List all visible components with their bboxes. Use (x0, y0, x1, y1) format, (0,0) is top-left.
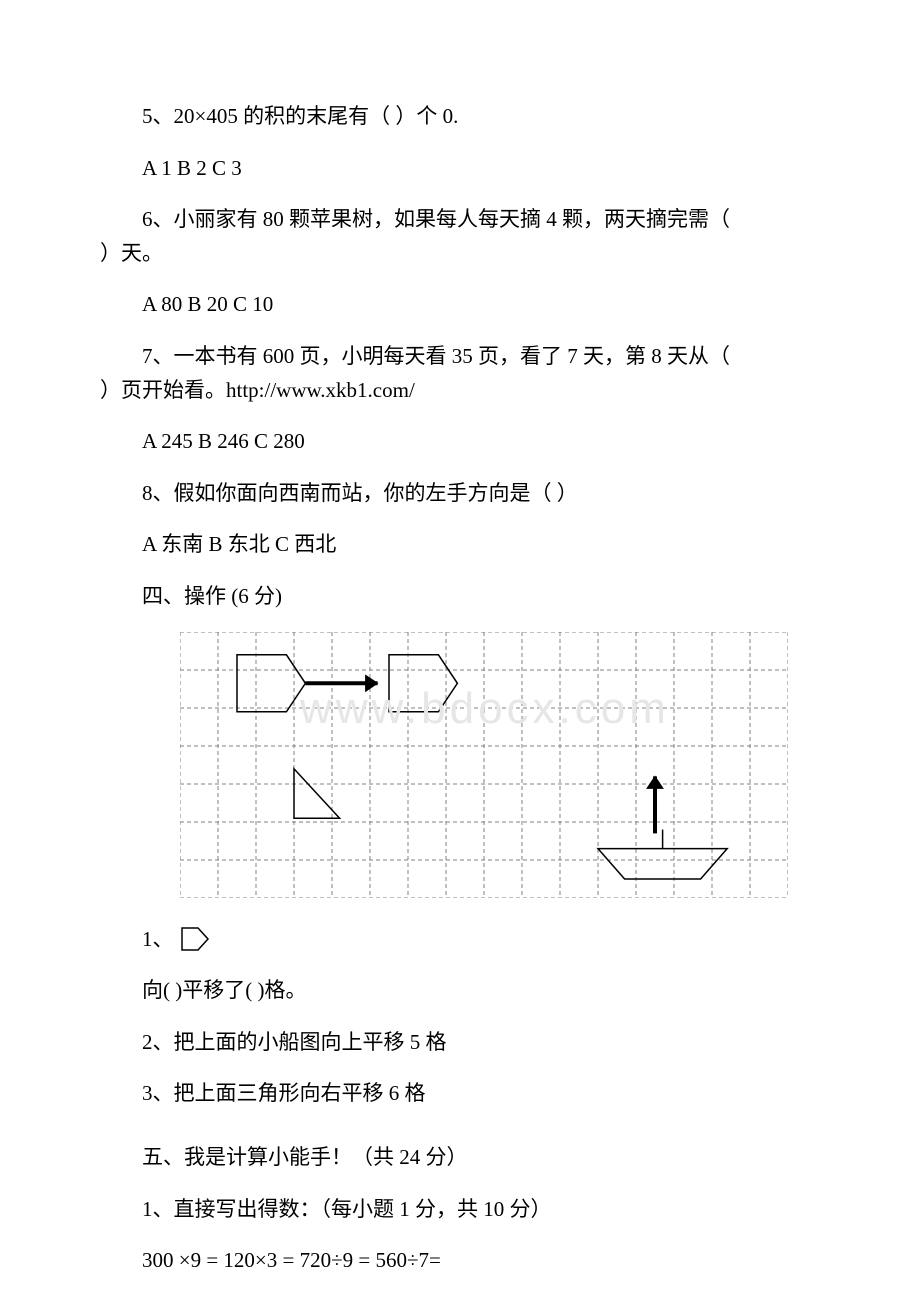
pentagon-icon (180, 926, 210, 952)
q4-1-prefix-row: 1、 (100, 923, 820, 957)
q4-1-prefix: 1、 (142, 923, 174, 957)
q8-options: A 东南 B 东北 C 西北 (100, 528, 820, 562)
grid-figure: www.bdocx.com (180, 632, 820, 903)
q6-text: 6、小丽家有 80 颗苹果树，如果每人每天摘 4 颗，两天摘完需（ ）天。 (100, 203, 820, 270)
q4-1: 向( )平移了( )格。 (100, 974, 820, 1008)
section5-title: 五、我是计算小能手！（共 24 分） (100, 1141, 820, 1175)
q6-options: A 80 B 20 C 10 (100, 288, 820, 322)
q7-line1: 7、一本书有 600 页，小明每天看 35 页，看了 7 天，第 8 天从（ (100, 340, 820, 374)
section4-title: 四、操作 (6 分) (100, 580, 820, 614)
q5-options: A 1 B 2 C 3 (100, 152, 820, 186)
q4-2: 2、把上面的小船图向上平移 5 格 (100, 1026, 820, 1060)
grid-svg (180, 632, 788, 898)
q7-line2: ）页开始看。http://www.xkb1.com/ (100, 374, 820, 408)
s5-eq: 300 ×9 = 120×3 = 720÷9 = 560÷7= (100, 1244, 820, 1278)
q4-3: 3、把上面三角形向右平移 6 格 (100, 1077, 820, 1111)
q7-options: A 245 B 246 C 280 (100, 425, 820, 459)
q6-line2: ）天。 (100, 237, 820, 271)
q5-text: 5、20×405 的积的末尾有（ ）个 0. (100, 100, 820, 134)
s5-1: 1、直接写出得数：（每小题 1 分，共 10 分） (100, 1193, 820, 1227)
q6-line1: 6、小丽家有 80 颗苹果树，如果每人每天摘 4 颗，两天摘完需（ (100, 203, 820, 237)
q7-text: 7、一本书有 600 页，小明每天看 35 页，看了 7 天，第 8 天从（ ）… (100, 340, 820, 407)
q8-text: 8、假如你面向西南而站，你的左手方向是（ ） (100, 477, 820, 511)
